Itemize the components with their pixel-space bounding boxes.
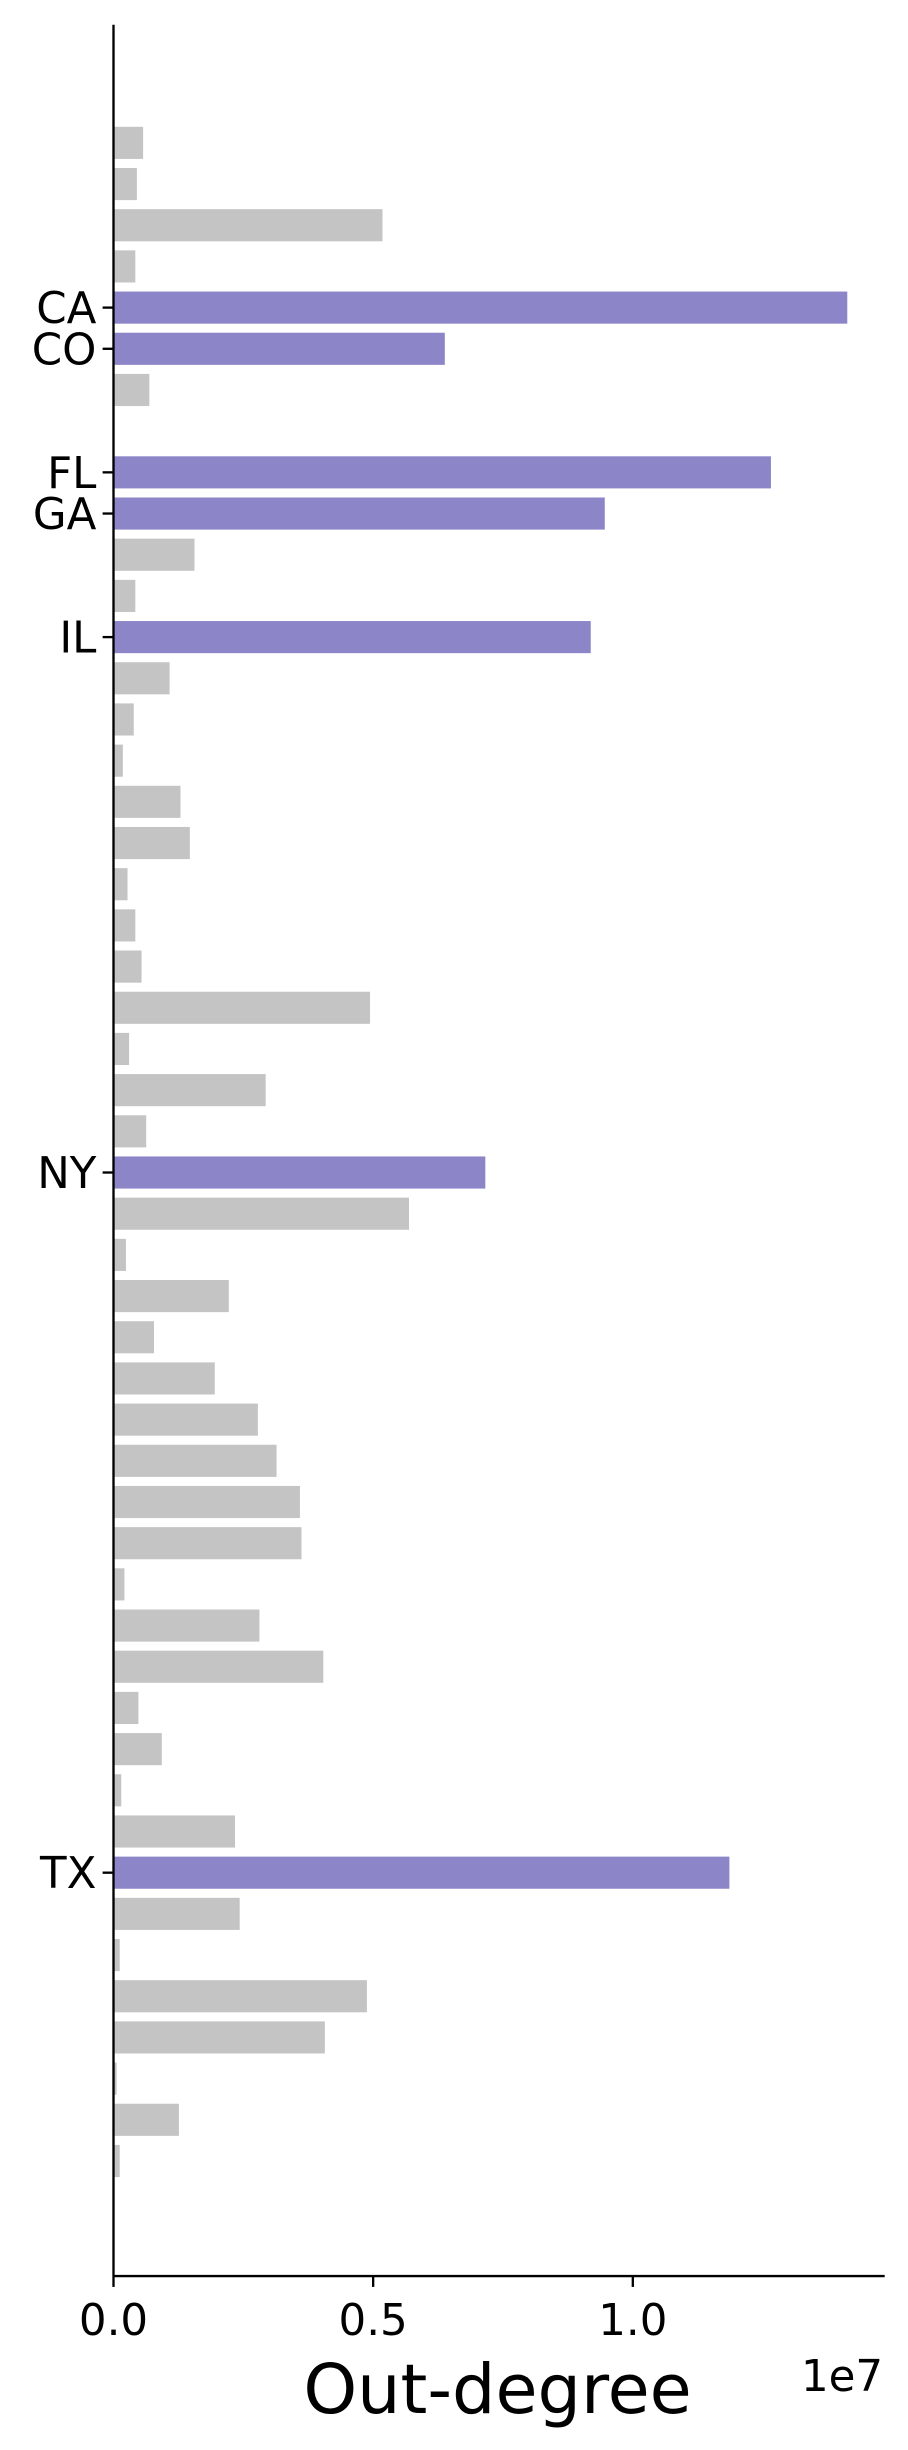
bar [113, 1321, 155, 1354]
bar [113, 1403, 258, 1436]
bar [113, 2062, 117, 2095]
y-tick-label: CO [32, 325, 97, 375]
x-tick-label: 1.0 [598, 2296, 667, 2346]
bar [113, 1733, 162, 1766]
bar [113, 621, 591, 654]
bar [113, 1568, 125, 1601]
bar [113, 538, 195, 571]
bar [113, 868, 128, 901]
bar [113, 291, 848, 324]
y-tick-label: FL [47, 449, 97, 499]
y-tick-label: CA [36, 284, 96, 334]
y-tick-label: IL [59, 614, 97, 664]
bar [113, 1032, 130, 1066]
bar [113, 1527, 302, 1560]
bar [113, 1774, 122, 1807]
x-tick-label: 0.0 [79, 2296, 148, 2346]
x-axis-label: Out-degree [303, 2351, 691, 2430]
bar [113, 1197, 409, 1230]
bar [113, 744, 123, 777]
bar [113, 497, 605, 530]
bar [113, 1362, 215, 1395]
bar [113, 167, 137, 201]
bar [113, 1074, 266, 1107]
bar [113, 456, 771, 489]
bar [113, 1691, 139, 1725]
x-tick-label: 0.5 [339, 2296, 408, 2346]
y-tick-label: NY [37, 1149, 97, 1199]
bar [113, 1485, 300, 1519]
bar [113, 703, 134, 736]
bar [113, 373, 150, 407]
bar [113, 785, 181, 818]
bar [113, 1238, 126, 1271]
bar [113, 1650, 324, 1683]
bar [113, 2144, 120, 2178]
bar [113, 1938, 120, 1972]
y-tick-label: GA [33, 490, 97, 540]
bar [113, 1980, 367, 2013]
bar [113, 1897, 240, 1930]
offset-text: 1e7 [801, 2352, 883, 2402]
bar [113, 909, 136, 942]
y-tick-label: TX [39, 1849, 96, 1899]
bar [113, 1280, 229, 1313]
bar [113, 579, 136, 612]
bar [113, 991, 371, 1024]
bar [113, 126, 144, 159]
bar [113, 1815, 236, 1848]
bar [113, 332, 445, 365]
bar [113, 950, 142, 983]
bar [113, 826, 190, 860]
bar [113, 1856, 730, 1889]
bar [113, 1115, 147, 1148]
bar [113, 662, 170, 695]
bar [113, 209, 383, 242]
bar [113, 1609, 260, 1642]
bar [113, 1444, 277, 1477]
bar [113, 2021, 325, 2054]
bar [113, 250, 136, 283]
bar [113, 1156, 486, 1189]
bar [113, 2103, 179, 2136]
